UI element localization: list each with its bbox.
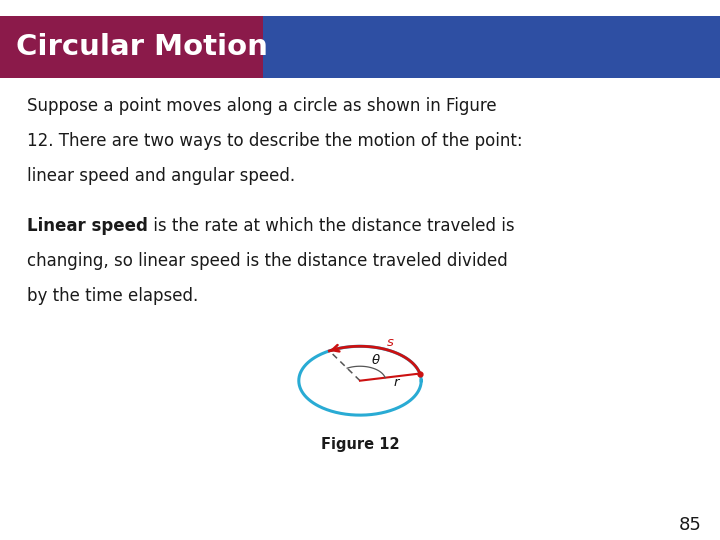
Text: linear speed and angular speed.: linear speed and angular speed. xyxy=(27,167,295,185)
Bar xyxy=(0,16,720,78)
Text: changing, so linear speed is the distance traveled divided: changing, so linear speed is the distanc… xyxy=(27,252,508,269)
Text: by the time elapsed.: by the time elapsed. xyxy=(27,287,199,305)
Text: Suppose a point moves along a circle as shown in Figure: Suppose a point moves along a circle as … xyxy=(27,97,497,115)
Text: Figure 12: Figure 12 xyxy=(320,437,400,452)
Text: 12. There are two ways to describe the motion of the point:: 12. There are two ways to describe the m… xyxy=(27,132,523,150)
Text: Linear speed: Linear speed xyxy=(27,217,148,234)
Text: $r$: $r$ xyxy=(393,376,401,389)
Bar xyxy=(0,16,263,78)
Text: Circular Motion: Circular Motion xyxy=(16,33,268,61)
Text: $s$: $s$ xyxy=(386,336,395,349)
Text: 85: 85 xyxy=(679,516,702,534)
Text: $\theta$: $\theta$ xyxy=(372,353,381,367)
Text: is the rate at which the distance traveled is: is the rate at which the distance travel… xyxy=(148,217,515,234)
